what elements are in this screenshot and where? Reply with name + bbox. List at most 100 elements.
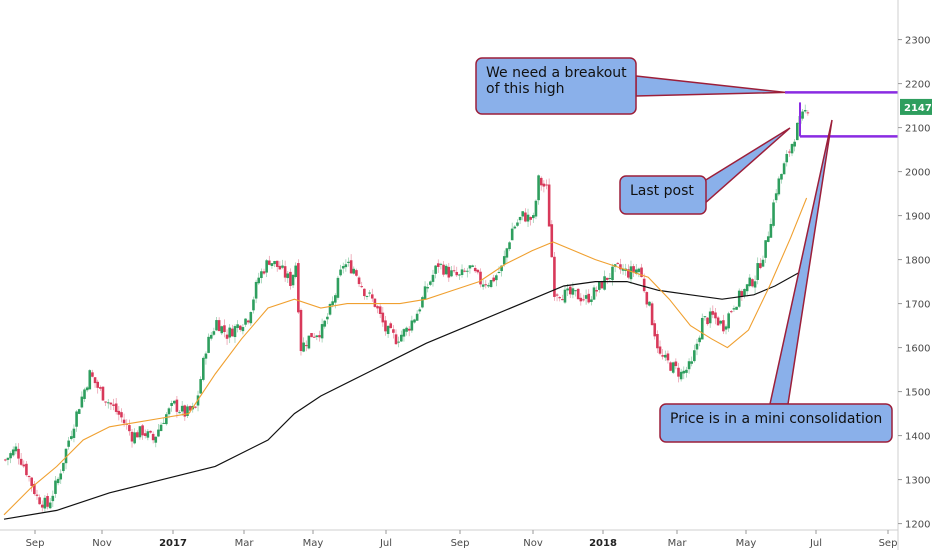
callout-last-post: Last post bbox=[619, 127, 791, 215]
y-tick-label: 1500 bbox=[905, 388, 930, 399]
candle bbox=[537, 174, 540, 205]
candle bbox=[133, 428, 136, 445]
candle bbox=[661, 349, 664, 360]
x-tick-label: Nov bbox=[92, 538, 112, 549]
candle bbox=[769, 218, 773, 238]
y-tick-label: 1400 bbox=[905, 432, 930, 443]
candle bbox=[685, 366, 688, 378]
callout-box bbox=[659, 403, 893, 443]
candle bbox=[99, 385, 102, 391]
candle bbox=[421, 295, 424, 309]
candle bbox=[407, 326, 411, 337]
candle bbox=[473, 265, 477, 273]
callout-pointer bbox=[769, 119, 833, 405]
callout-consolidation: Price is in a mini consolidation bbox=[659, 119, 893, 443]
candle bbox=[418, 307, 422, 314]
candle bbox=[117, 406, 121, 421]
y-tick-label: 2200 bbox=[905, 80, 930, 91]
candle bbox=[524, 208, 527, 223]
candle bbox=[389, 321, 393, 329]
candle bbox=[6, 457, 10, 466]
candle bbox=[529, 216, 532, 226]
candle bbox=[363, 288, 366, 300]
candle bbox=[558, 296, 561, 302]
candle bbox=[563, 285, 567, 304]
candle bbox=[268, 255, 271, 266]
candle bbox=[72, 424, 76, 443]
candle bbox=[732, 305, 736, 312]
candle bbox=[27, 475, 31, 482]
candle bbox=[645, 291, 649, 308]
candle bbox=[370, 288, 374, 302]
x-tick-label: Jul bbox=[809, 538, 822, 549]
candle bbox=[743, 288, 746, 299]
candle bbox=[484, 280, 488, 289]
candle bbox=[693, 344, 696, 363]
candle bbox=[545, 179, 548, 190]
candle bbox=[194, 406, 197, 409]
candle bbox=[347, 257, 350, 267]
candle bbox=[410, 315, 414, 333]
candle bbox=[518, 216, 522, 225]
candle bbox=[782, 161, 786, 175]
candle bbox=[207, 333, 210, 354]
candle bbox=[180, 400, 184, 416]
callout-text: Last post bbox=[630, 183, 694, 199]
candle bbox=[104, 401, 107, 407]
candle bbox=[59, 469, 63, 484]
candle bbox=[708, 307, 712, 328]
x-tick-label: May bbox=[303, 538, 324, 549]
candle bbox=[447, 262, 451, 282]
candle bbox=[386, 325, 390, 338]
candle bbox=[64, 448, 68, 470]
candle bbox=[658, 340, 662, 356]
candle bbox=[357, 275, 361, 288]
candle bbox=[766, 231, 770, 243]
candle bbox=[51, 490, 55, 508]
ma-slow-line bbox=[3, 267, 807, 520]
candle bbox=[323, 319, 327, 329]
candle bbox=[85, 386, 89, 393]
candle bbox=[561, 294, 564, 301]
candle bbox=[595, 286, 598, 297]
candle bbox=[14, 443, 18, 455]
candle bbox=[785, 150, 789, 167]
candle bbox=[415, 310, 419, 321]
candle bbox=[711, 305, 715, 319]
candle bbox=[167, 406, 171, 419]
candle bbox=[431, 269, 435, 287]
candle bbox=[165, 412, 168, 426]
candle bbox=[553, 252, 556, 301]
candle bbox=[365, 295, 369, 300]
candle bbox=[550, 220, 554, 258]
candle bbox=[442, 261, 445, 277]
candle bbox=[611, 263, 614, 286]
candles-layer bbox=[4, 104, 810, 512]
candle bbox=[212, 327, 216, 337]
candle bbox=[278, 261, 282, 270]
candle bbox=[806, 110, 810, 116]
candle bbox=[91, 369, 94, 378]
callout-text: of this high bbox=[486, 81, 564, 97]
candle bbox=[547, 178, 551, 227]
candle bbox=[254, 279, 258, 304]
candle bbox=[487, 282, 490, 288]
candle bbox=[70, 430, 73, 441]
candle bbox=[458, 273, 461, 280]
candle bbox=[249, 311, 253, 326]
x-tick-label: Sep bbox=[26, 538, 45, 549]
candle bbox=[592, 285, 596, 301]
candle bbox=[170, 400, 173, 412]
candle bbox=[54, 475, 57, 498]
candle bbox=[109, 401, 113, 410]
candle bbox=[444, 264, 448, 276]
candle bbox=[576, 288, 580, 300]
candle bbox=[286, 271, 290, 283]
candle bbox=[220, 325, 224, 336]
candle bbox=[22, 460, 26, 469]
candle bbox=[568, 285, 572, 298]
candle bbox=[481, 279, 485, 290]
candle bbox=[159, 422, 163, 432]
candle bbox=[753, 275, 757, 294]
candle bbox=[505, 247, 509, 263]
